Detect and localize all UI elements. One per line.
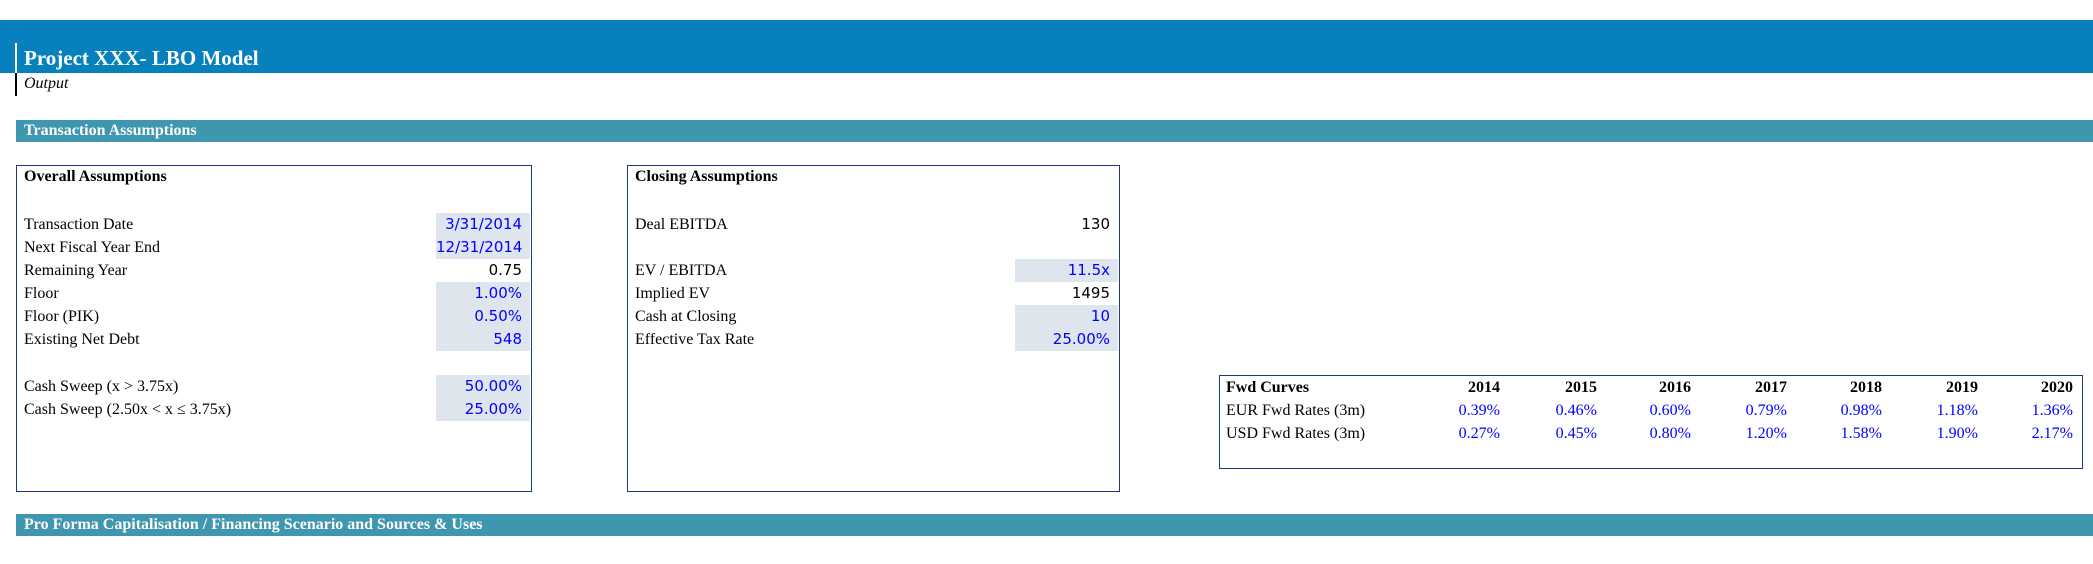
closing-row-value[interactable]: 10 xyxy=(1015,305,1118,328)
overall-row-label: Next Fiscal Year End xyxy=(24,239,160,256)
closing-row-label: Implied EV xyxy=(635,285,711,302)
closing-row-label: Cash at Closing xyxy=(635,308,737,325)
subtitle-marker xyxy=(15,73,17,96)
overall-assumptions-title: Overall Assumptions xyxy=(24,168,167,185)
title-marker xyxy=(15,43,17,97)
header-bar xyxy=(0,20,2093,73)
fwd-rate-value: 0.46% xyxy=(1555,402,1597,419)
fwd-rate-value: 0.45% xyxy=(1555,425,1597,442)
page-title: Project XXX- LBO Model xyxy=(24,46,259,70)
overall-row-label: Cash Sweep (2.50x < x ≤ 3.75x) xyxy=(24,401,232,418)
overall-row-value[interactable]: 25.00% xyxy=(436,398,530,421)
fwd-year-header: 2020 xyxy=(2041,379,2073,396)
fwd-year-header: 2016 xyxy=(1659,379,1691,396)
fwd-year-header: 2015 xyxy=(1565,379,1597,396)
overall-row-value[interactable]: 50.00% xyxy=(436,375,530,398)
overall-row-value[interactable]: 1.00% xyxy=(436,282,530,305)
overall-row-value[interactable]: 0.50% xyxy=(436,305,530,328)
fwd-rate-value: 0.80% xyxy=(1649,425,1691,442)
overall-row-label: Existing Net Debt xyxy=(24,331,140,348)
fwd-rate-value: 0.98% xyxy=(1840,402,1882,419)
fwd-rate-value: 1.20% xyxy=(1745,425,1787,442)
fwd-rate-value: 1.36% xyxy=(2031,402,2073,419)
fwd-year-header: 2019 xyxy=(1946,379,1978,396)
overall-assumptions-box xyxy=(16,165,532,492)
fwd-curves-title: Fwd Curves xyxy=(1226,379,1310,396)
fwd-rate-value: 0.60% xyxy=(1649,402,1691,419)
overall-row-label: Remaining Year xyxy=(24,262,128,279)
closing-row-value: 1495 xyxy=(1071,284,1110,302)
fwd-curves-box xyxy=(1219,375,2083,469)
closing-row-value[interactable]: 25.00% xyxy=(1015,328,1118,351)
page-subtitle: Output xyxy=(24,75,69,92)
closing-row-value: 130 xyxy=(1081,215,1110,233)
section-transaction-assumptions: Transaction Assumptions xyxy=(16,120,2093,142)
overall-row-value: 0.75 xyxy=(488,261,522,279)
overall-row-label: Transaction Date xyxy=(24,216,134,233)
fwd-row-label: EUR Fwd Rates (3m) xyxy=(1226,402,1366,419)
overall-row-label: Floor (PIK) xyxy=(24,308,100,325)
fwd-rate-value: 1.58% xyxy=(1840,425,1882,442)
fwd-rate-value: 1.18% xyxy=(1936,402,1978,419)
section-pro-forma: Pro Forma Capitalisation / Financing Sce… xyxy=(16,514,2093,536)
fwd-row-label: USD Fwd Rates (3m) xyxy=(1226,425,1366,442)
closing-assumptions-title: Closing Assumptions xyxy=(635,168,778,185)
closing-assumptions-box xyxy=(627,165,1120,492)
closing-row-label: Effective Tax Rate xyxy=(635,331,755,348)
fwd-year-header: 2018 xyxy=(1850,379,1882,396)
fwd-rate-value: 0.27% xyxy=(1458,425,1500,442)
closing-row-value[interactable]: 11.5x xyxy=(1015,259,1118,282)
fwd-rate-value: 1.90% xyxy=(1936,425,1978,442)
overall-row-value[interactable]: 3/31/2014 xyxy=(436,213,530,236)
closing-row-label: Deal EBITDA xyxy=(635,216,728,233)
overall-row-value[interactable]: 12/31/2014 xyxy=(436,236,530,259)
overall-row-label: Cash Sweep (x > 3.75x) xyxy=(24,378,179,395)
overall-row-label: Floor xyxy=(24,285,59,302)
fwd-year-header: 2017 xyxy=(1755,379,1787,396)
closing-row-label: EV / EBITDA xyxy=(635,262,728,279)
fwd-year-header: 2014 xyxy=(1468,379,1500,396)
overall-row-value[interactable]: 548 xyxy=(436,328,530,351)
fwd-rate-value: 2.17% xyxy=(2031,425,2073,442)
fwd-rate-value: 0.79% xyxy=(1745,402,1787,419)
fwd-rate-value: 0.39% xyxy=(1458,402,1500,419)
